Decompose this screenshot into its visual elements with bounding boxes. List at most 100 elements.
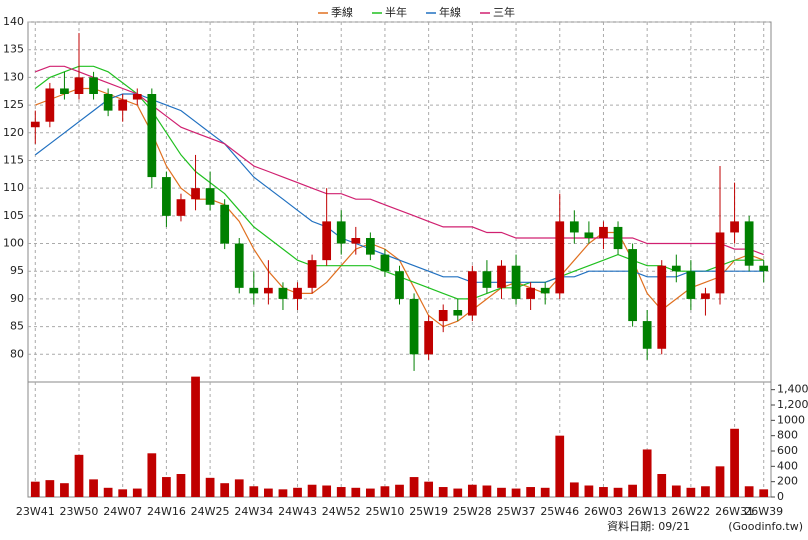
candle-body [264, 287, 273, 294]
x-tick-label: 26W39 [744, 505, 783, 518]
x-tick-label: 26W22 [671, 505, 710, 518]
volume-bar [380, 486, 390, 497]
volume-bar [569, 482, 579, 497]
candle-body [293, 287, 302, 299]
volume-bar [365, 488, 375, 497]
volume-bar [730, 428, 739, 497]
candle-body [205, 188, 215, 205]
volume-bar [744, 486, 754, 497]
volume-bar [132, 488, 142, 497]
y-tick-label: 85 [10, 320, 24, 333]
candle-body [89, 77, 98, 94]
y2-tick-label: 1000 [777, 413, 805, 426]
volume-bar [555, 435, 565, 497]
candle-body [642, 321, 652, 349]
y-tick-label: 135 [3, 43, 24, 56]
volume-bar [599, 487, 608, 497]
candle-body [234, 243, 244, 288]
y-tick-label: 115 [3, 153, 24, 166]
candle-body [555, 221, 565, 294]
candle-body [686, 271, 696, 299]
volume-bar [191, 376, 200, 497]
x-tick-label: 25W19 [409, 505, 448, 518]
y2-tick-label: 600 [777, 444, 798, 457]
candle-body [162, 177, 171, 216]
y-tick-label: 140 [3, 15, 24, 28]
candle-body [511, 265, 521, 299]
volume-bar [497, 487, 506, 497]
y-tick-label: 125 [3, 98, 24, 111]
volume-bar [395, 484, 404, 497]
candle-body [249, 287, 259, 294]
ma-line [35, 65, 764, 256]
x-tick-label: 24W16 [147, 505, 186, 518]
volume-bar [438, 487, 448, 497]
volume-bar [686, 487, 696, 497]
candle-body [744, 221, 754, 266]
y-tick-label: 110 [3, 181, 24, 194]
volume-bar [162, 477, 171, 497]
y-tick-label: 130 [3, 70, 24, 83]
volume-bar [103, 487, 113, 497]
x-tick-label: 23W50 [60, 505, 99, 518]
candle-body [118, 99, 128, 111]
volume-bar [278, 489, 288, 497]
y-tick-label: 95 [10, 264, 24, 277]
candle-body [730, 221, 739, 233]
y2-tick-label: 0 [777, 490, 784, 503]
candle-body [30, 121, 40, 128]
candle-body [497, 265, 506, 288]
candle-body [278, 287, 288, 299]
volume-bar [147, 453, 157, 497]
x-tick-label: 24W25 [191, 505, 230, 518]
y-tick-label: 90 [10, 292, 24, 305]
volume-bar [409, 477, 419, 497]
candle-body [599, 226, 608, 238]
volume-bar [45, 480, 55, 497]
x-tick-label: 26W13 [628, 505, 667, 518]
volume-bar [584, 485, 594, 497]
y-tick-label: 100 [3, 237, 24, 250]
y2-tick-label: 1,400 [777, 383, 808, 396]
candle-body [132, 94, 142, 100]
candle-body [220, 204, 230, 244]
candle-body [147, 94, 157, 178]
volume-bar [715, 466, 725, 497]
candle-body [365, 238, 375, 255]
x-tick-label: 24W34 [234, 505, 273, 518]
volume-bar [467, 484, 477, 497]
y-tick-label: 105 [3, 209, 24, 222]
candle-body [628, 249, 637, 322]
candle-body [307, 260, 317, 288]
candle-body [715, 232, 725, 294]
volume-bar [264, 488, 273, 497]
candle-body [613, 226, 623, 250]
volume-bar [351, 487, 361, 497]
volume-bar [701, 486, 710, 497]
candle-body [103, 94, 113, 111]
volume-bar [293, 487, 302, 497]
volume-bar [307, 484, 317, 497]
volume-bar [30, 481, 40, 497]
x-tick-label: 25W10 [365, 505, 404, 518]
candle-body [453, 310, 463, 316]
volume-bar [511, 488, 521, 497]
volume-bar [60, 483, 69, 497]
ma-line [34, 93, 764, 283]
x-tick-label: 25W28 [453, 505, 492, 518]
volume-bar [613, 487, 623, 497]
volume-bar [118, 489, 128, 497]
volume-bar [89, 479, 98, 497]
candle-body [701, 293, 710, 299]
footer-date: 資料日期: 09/21 [607, 519, 690, 533]
x-tick-label: 23W41 [16, 505, 55, 518]
x-tick-label: 25W37 [497, 505, 536, 518]
volume-bar [205, 477, 215, 497]
x-tick-label: 26W03 [584, 505, 623, 518]
candle-body [467, 271, 477, 316]
x-tick-label: 24W52 [322, 505, 361, 518]
legend-label: 季線 [331, 5, 353, 19]
volume-bar [74, 454, 84, 497]
x-tick-label: 25W46 [540, 505, 579, 518]
